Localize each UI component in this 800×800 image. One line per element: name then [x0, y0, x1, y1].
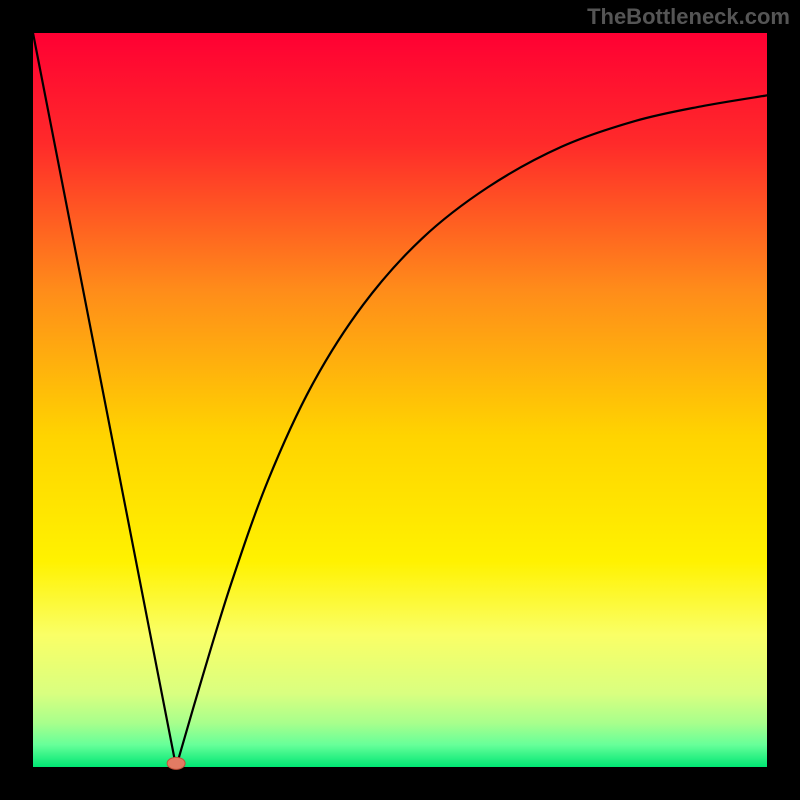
- minimum-marker: [167, 757, 185, 769]
- chart-container: TheBottleneck.com: [0, 0, 800, 800]
- plot-area: [33, 33, 767, 767]
- chart-svg: [0, 0, 800, 800]
- watermark-text: TheBottleneck.com: [587, 4, 790, 30]
